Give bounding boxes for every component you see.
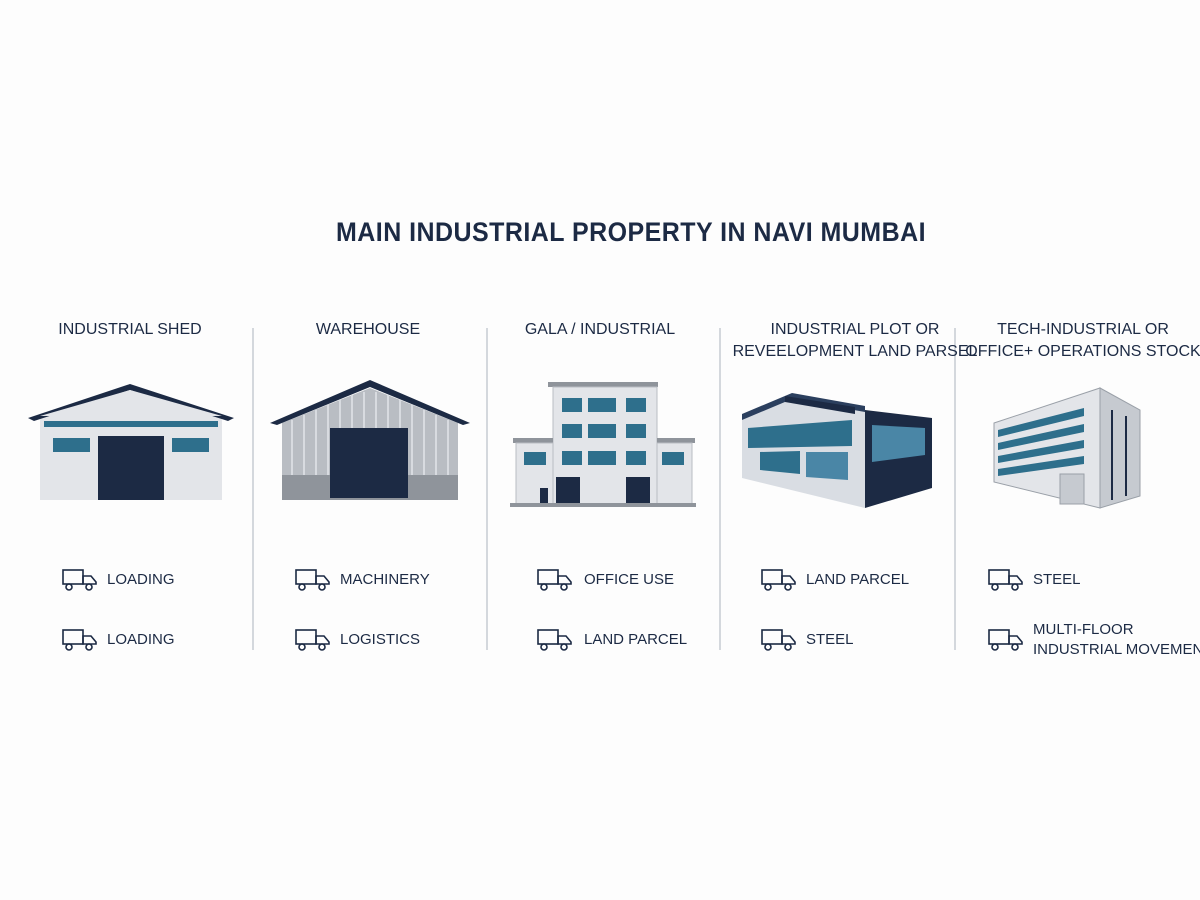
- feature-label: LOADING: [107, 571, 175, 588]
- page-title: MAIN INDUSTRIAL PROPERTY IN NAVI MUMBAI: [336, 217, 926, 247]
- feature-icon: [988, 569, 1023, 591]
- feature-label: LOGISTICS: [340, 631, 420, 648]
- feature-label: STEEL: [806, 631, 854, 648]
- icon-part: [560, 643, 568, 651]
- icon-part: [781, 635, 796, 645]
- feature-icon: [62, 629, 97, 651]
- feature-label: LOADING: [107, 631, 175, 648]
- column-title: INDUSTRIAL SHED: [58, 321, 201, 338]
- feature-label: STEEL: [1033, 571, 1081, 588]
- icon-part: [318, 583, 326, 591]
- icon-part: [85, 583, 93, 591]
- column-title: REVEELOPMENT LAND PARSEL: [733, 343, 978, 360]
- icon-part: [1008, 635, 1023, 645]
- icon-part: [318, 643, 326, 651]
- feature-label: MACHINERY: [340, 571, 430, 588]
- icon-part: [85, 643, 93, 651]
- column-title: INDUSTRIAL PLOT OR: [771, 321, 940, 338]
- icon-part: [557, 635, 572, 645]
- icon-part: [315, 575, 330, 585]
- icon-part: [298, 583, 306, 591]
- feature-label: MULTI-FLOOR: [1033, 621, 1134, 638]
- icon-part: [82, 635, 97, 645]
- feature-icon: [295, 629, 330, 651]
- icon-part: [65, 583, 73, 591]
- icon-part: [557, 575, 572, 585]
- icon-part: [540, 643, 548, 651]
- plot-building-illustration: [742, 393, 932, 508]
- icon-part: [991, 643, 999, 651]
- icon-part: [764, 583, 772, 591]
- feature-icon: [295, 569, 330, 591]
- feature-icon: [988, 629, 1023, 651]
- feature-label: OFFICE USE: [584, 571, 674, 588]
- tech-building-illustration: [993, 387, 1141, 509]
- feature-icon: [537, 629, 572, 651]
- feature-icon: [761, 629, 796, 651]
- feature-label: LAND PARCEL: [584, 631, 687, 648]
- icon-part: [1008, 575, 1023, 585]
- icon-part: [784, 583, 792, 591]
- feature-icon: [537, 569, 572, 591]
- feature-icon: [761, 569, 796, 591]
- icon-part: [65, 643, 73, 651]
- separators: [252, 328, 956, 650]
- warehouse-illustration: [270, 380, 470, 500]
- icon-part: [82, 575, 97, 585]
- gala-illustration: [510, 382, 696, 507]
- icon-part: [781, 575, 796, 585]
- feature-label: LAND PARCEL: [806, 571, 909, 588]
- icon-part: [315, 635, 330, 645]
- icon-part: [540, 583, 548, 591]
- shed-illustration: [28, 384, 234, 500]
- icon-part: [784, 643, 792, 651]
- icon-part: [560, 583, 568, 591]
- column-title: TECH-INDUSTRIAL OR: [997, 321, 1169, 338]
- feature-label: INDUSTRIAL MOVEMENT: [1033, 641, 1200, 658]
- column-title: GALA / INDUSTRIAL: [525, 321, 675, 338]
- feature-icon: [62, 569, 97, 591]
- icon-part: [991, 583, 999, 591]
- icon-part: [1011, 583, 1019, 591]
- icon-part: [1011, 643, 1019, 651]
- icon-part: [298, 643, 306, 651]
- column-title: OFFICE+ OPERATIONS STOCK: [965, 343, 1200, 360]
- icon-part: [764, 643, 772, 651]
- column-title: WAREHOUSE: [316, 321, 420, 338]
